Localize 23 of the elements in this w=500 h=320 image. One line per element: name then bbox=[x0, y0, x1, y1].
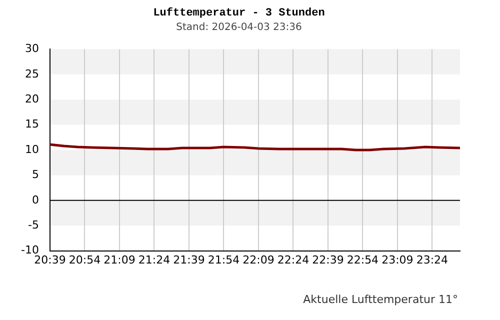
chart-subtitle: Stand: 2026-04-03 23:36 bbox=[176, 22, 302, 33]
y-tick-label: -5 bbox=[28, 218, 39, 232]
x-tick-label: 23:09 bbox=[382, 253, 414, 266]
x-tick-label: 22:24 bbox=[277, 253, 310, 266]
y-tick-label: 10 bbox=[24, 142, 39, 156]
x-tick-label: 20:39 bbox=[34, 253, 66, 266]
chart-title: Lufttemperatur - 3 Stunden bbox=[153, 6, 325, 20]
y-tick-label: 15 bbox=[24, 118, 39, 131]
x-tick-label: 20:54 bbox=[68, 253, 101, 266]
x-tick-label: 21:54 bbox=[208, 253, 240, 266]
x-tick-label: 21:24 bbox=[138, 253, 170, 266]
x-tick-label: 22:09 bbox=[242, 253, 274, 266]
y-tick-label: 30 bbox=[24, 42, 39, 56]
x-tick-label: 23:24 bbox=[416, 253, 448, 266]
y-tick-label: 0 bbox=[32, 193, 39, 206]
x-tick-label: 21:39 bbox=[173, 253, 205, 266]
y-tick-label: 5 bbox=[32, 168, 39, 182]
x-tick-label: 22:39 bbox=[312, 253, 344, 266]
y-tick-label: 25 bbox=[24, 67, 39, 80]
x-tick-label: 21:09 bbox=[104, 253, 136, 266]
y-tick-label: 20 bbox=[24, 92, 39, 106]
text: Aktuelle Lufttemperatur 11° bbox=[303, 293, 458, 306]
x-tick-label: 22:54 bbox=[346, 253, 379, 266]
